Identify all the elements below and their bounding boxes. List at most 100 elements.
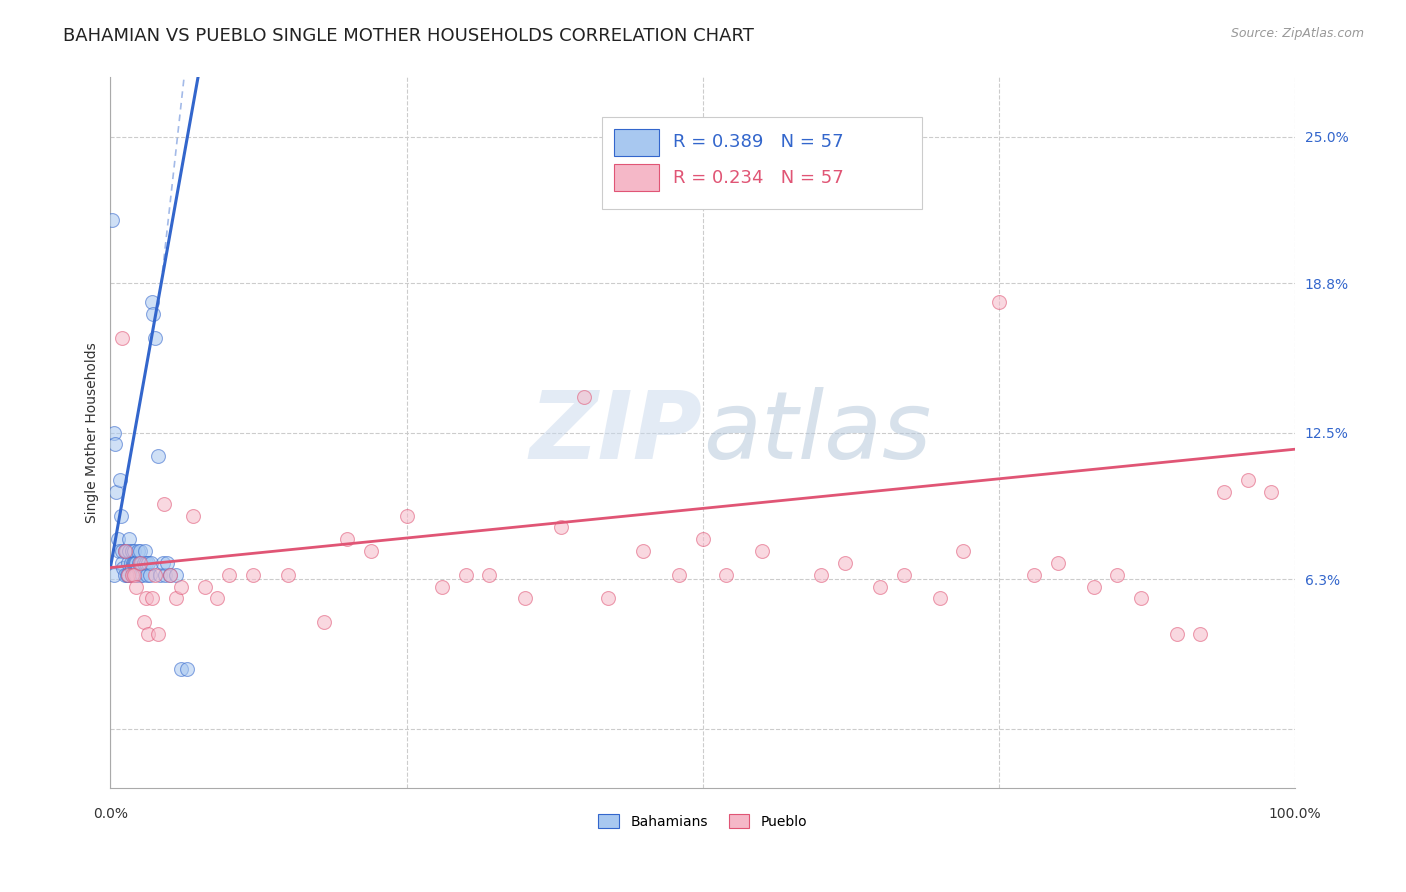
Point: [124, 556, 146, 570]
Point: [205, 591, 228, 606]
Point: [952, 544, 974, 558]
Point: [136, 556, 159, 570]
Point: [1047, 556, 1070, 570]
Point: [183, 508, 205, 523]
Point: [218, 567, 240, 582]
Point: [145, 331, 167, 345]
Point: [124, 567, 146, 582]
Point: [170, 580, 193, 594]
Text: R = 0.234   N = 57: R = 0.234 N = 57: [673, 169, 844, 186]
Point: [114, 567, 136, 582]
Point: [103, 567, 125, 582]
FancyBboxPatch shape: [614, 128, 659, 155]
Point: [165, 567, 187, 582]
Point: [110, 508, 132, 523]
Point: [194, 580, 217, 594]
Text: 0.0%: 0.0%: [93, 806, 128, 821]
Point: [633, 544, 655, 558]
Point: [107, 532, 129, 546]
Point: [103, 425, 125, 440]
Point: [105, 484, 128, 499]
Point: [149, 567, 172, 582]
Point: [138, 567, 160, 582]
Point: [135, 591, 157, 606]
Point: [127, 560, 149, 574]
Text: BAHAMIAN VS PUEBLO SINGLE MOTHER HOUSEHOLDS CORRELATION CHART: BAHAMIAN VS PUEBLO SINGLE MOTHER HOUSEHO…: [63, 27, 754, 45]
Point: [114, 544, 136, 558]
Point: [129, 556, 152, 570]
Text: atlas: atlas: [703, 387, 931, 478]
Point: [121, 567, 143, 582]
Point: [118, 532, 141, 546]
Point: [159, 567, 181, 582]
Point: [120, 556, 142, 570]
Point: [122, 556, 145, 570]
Point: [122, 556, 145, 570]
Point: [146, 627, 169, 641]
Point: [111, 331, 134, 345]
Point: [430, 580, 453, 594]
Point: [117, 567, 139, 582]
Y-axis label: Single Mother Households: Single Mother Households: [86, 343, 100, 523]
Point: [928, 591, 950, 606]
Point: [786, 153, 808, 168]
Point: [277, 567, 299, 582]
Point: [114, 544, 136, 558]
Point: [100, 212, 122, 227]
Point: [478, 567, 501, 582]
Point: [132, 556, 155, 570]
Point: [118, 544, 141, 558]
Point: [125, 580, 148, 594]
Text: R = 0.389   N = 57: R = 0.389 N = 57: [673, 133, 844, 151]
Point: [574, 390, 596, 404]
Point: [153, 567, 176, 582]
Point: [716, 567, 738, 582]
Point: [454, 567, 477, 582]
Point: [117, 556, 139, 570]
Point: [987, 295, 1010, 310]
Point: [176, 662, 198, 676]
Point: [550, 520, 572, 534]
Point: [165, 591, 187, 606]
Point: [1236, 473, 1258, 487]
Point: [128, 556, 150, 570]
Point: [125, 567, 148, 582]
Point: [668, 567, 690, 582]
Point: [1107, 567, 1129, 582]
Point: [122, 567, 145, 582]
Point: [129, 556, 152, 570]
Point: [312, 615, 335, 629]
Point: [117, 567, 139, 582]
Point: [1166, 627, 1188, 641]
Text: 100.0%: 100.0%: [1268, 806, 1322, 821]
Point: [131, 567, 153, 582]
Point: [336, 532, 359, 546]
Point: [1083, 580, 1105, 594]
Point: [596, 591, 619, 606]
Point: [115, 567, 138, 582]
Point: [156, 556, 179, 570]
Point: [893, 567, 915, 582]
Point: [108, 473, 131, 487]
Point: [121, 544, 143, 558]
Point: [170, 662, 193, 676]
Point: [132, 615, 155, 629]
Point: [513, 591, 536, 606]
Point: [112, 560, 135, 574]
Point: [122, 544, 145, 558]
Point: [127, 544, 149, 558]
Point: [751, 544, 773, 558]
Point: [1024, 567, 1046, 582]
Point: [395, 508, 418, 523]
Point: [136, 567, 159, 582]
Text: ZIP: ZIP: [530, 386, 703, 479]
Point: [111, 544, 134, 558]
Point: [1260, 484, 1282, 499]
Point: [152, 556, 174, 570]
Point: [129, 544, 152, 558]
Point: [159, 567, 181, 582]
Point: [139, 556, 162, 570]
Point: [145, 567, 167, 582]
Point: [1212, 484, 1234, 499]
Point: [1130, 591, 1153, 606]
